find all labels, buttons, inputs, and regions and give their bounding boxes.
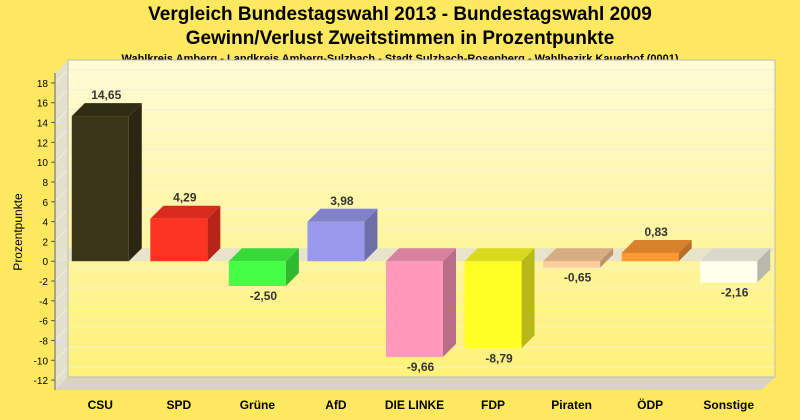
gridline-side xyxy=(54,228,69,242)
x-tick-label: ÖDP xyxy=(637,397,663,412)
bar xyxy=(621,252,679,262)
bar xyxy=(386,261,443,357)
y-tick-label: -6 xyxy=(39,317,48,328)
gridline-side xyxy=(54,307,69,322)
x-tick-label: FDP xyxy=(481,398,505,412)
y-tick-label: 2 xyxy=(42,237,48,248)
bar xyxy=(700,261,758,283)
bar xyxy=(150,218,208,262)
x-tick-label: Sonstige xyxy=(703,398,754,412)
bar-side xyxy=(521,248,535,349)
bar-value-label: -0,65 xyxy=(564,271,592,285)
bar-top xyxy=(386,248,456,262)
bar-value-label: 14,65 xyxy=(91,88,121,102)
bar-top xyxy=(150,205,221,219)
bar-top xyxy=(621,239,692,253)
gridline-side xyxy=(54,109,69,123)
bar-value-label: 3,98 xyxy=(330,194,354,208)
bar-side xyxy=(207,205,221,262)
label-layer: 14,65 CSU 4,29 SPD -2,50 Grüne 3,98 AfD -9,66 DIE… xyxy=(88,88,755,412)
bar-side xyxy=(128,103,142,262)
chart-title-line2: Gewinn/Verlust Zweitstimmen in Prozentpu… xyxy=(185,28,615,49)
bar-top xyxy=(307,208,378,222)
bar-top xyxy=(700,248,771,262)
gridline-side xyxy=(54,208,69,222)
bar-value-label: -2,50 xyxy=(250,289,278,303)
gridline-side xyxy=(54,267,69,282)
chart-title: Vergleich Bundestagswahl 2013 - Bundesta… xyxy=(148,4,652,25)
gridline-side xyxy=(54,89,69,104)
bar-value-label: -2,16 xyxy=(721,286,749,300)
bar-top xyxy=(228,248,299,262)
y-tick-label: -2 xyxy=(39,277,48,288)
gridline-side xyxy=(54,148,69,163)
side-wall xyxy=(55,60,68,390)
y-tick-label: 8 xyxy=(42,178,48,189)
x-tick-label: SPD xyxy=(166,398,191,412)
y-tick-label: 18 xyxy=(37,79,49,90)
gridline-side xyxy=(54,327,69,341)
bar-side xyxy=(364,208,378,262)
y-tick-label: -10 xyxy=(34,356,49,367)
y-tick-label: -8 xyxy=(39,336,48,347)
bar xyxy=(307,221,365,262)
gridline-side xyxy=(54,346,69,361)
y-tick-label: 0 xyxy=(42,257,48,268)
x-tick-label: AfD xyxy=(325,398,347,412)
bar-top xyxy=(71,103,142,117)
y-tick-label: -12 xyxy=(34,376,49,387)
gridline-side xyxy=(54,168,69,183)
gridline-side xyxy=(54,69,69,84)
bar xyxy=(543,261,601,268)
bar xyxy=(464,261,522,349)
gridline-side xyxy=(54,128,69,143)
x-tick-label: Grüne xyxy=(240,398,276,412)
bar-value-label: 0,83 xyxy=(644,225,668,239)
bar-side xyxy=(678,239,692,262)
bar xyxy=(71,116,129,262)
gridline-side xyxy=(54,366,69,381)
floor xyxy=(55,377,775,390)
bar-layer xyxy=(71,103,771,357)
x-tick-label: DIE LINKE xyxy=(385,398,444,412)
y-tick-label: 14 xyxy=(37,119,49,130)
x-tick-label: CSU xyxy=(88,398,113,412)
y-tick-label: 10 xyxy=(37,158,49,169)
y-tick-label: -4 xyxy=(39,297,48,308)
y-tick-label: 6 xyxy=(42,198,48,209)
bar-value-label: -8,79 xyxy=(485,351,513,365)
y-axis-label: Prozentpunkte xyxy=(11,193,25,271)
bar-value-label: 4,29 xyxy=(173,191,197,205)
gridline-side xyxy=(54,287,69,302)
bar xyxy=(228,261,286,286)
plot-frame xyxy=(67,59,776,378)
bar-top xyxy=(464,248,535,262)
y-tick-label: 12 xyxy=(37,138,49,149)
y-tick-label: 4 xyxy=(42,218,48,229)
bar-side xyxy=(443,248,456,357)
bar-side xyxy=(757,248,771,283)
bar-value-label: -9,66 xyxy=(407,360,435,374)
bar-top xyxy=(543,248,614,262)
bar-side xyxy=(600,248,614,268)
bar-side xyxy=(285,248,299,286)
x-tick-label: Piraten xyxy=(551,398,592,412)
y-tick-label: 16 xyxy=(37,99,49,110)
gridline-side xyxy=(54,188,69,203)
